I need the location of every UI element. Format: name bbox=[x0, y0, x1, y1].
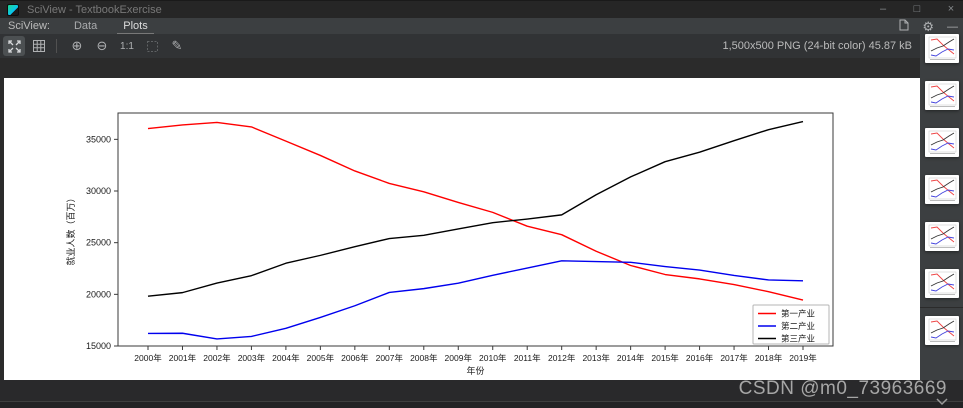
svg-text:2013年: 2013年 bbox=[582, 353, 610, 363]
tab-plots[interactable]: Plots bbox=[117, 19, 155, 35]
svg-text:第三产业: 第三产业 bbox=[781, 334, 815, 344]
svg-text:2019年: 2019年 bbox=[789, 353, 817, 363]
svg-text:2005年: 2005年 bbox=[307, 353, 335, 363]
svg-text:2018年: 2018年 bbox=[755, 353, 783, 363]
title-bar: SciView - TextbookExercise – □ × bbox=[0, 1, 963, 18]
menu-bar: SciView: Data Plots bbox=[0, 18, 963, 35]
svg-text:2017年: 2017年 bbox=[720, 353, 748, 363]
plot-thumbnail-1[interactable] bbox=[924, 34, 959, 63]
line-chart: 15000 20000 25000 30000 35000 2000年 2001年 2002年… bbox=[65, 112, 834, 376]
svg-text:2015年: 2015年 bbox=[651, 353, 679, 363]
minimize-window-icon[interactable]: – bbox=[879, 3, 887, 15]
plot-thumbnail-6[interactable] bbox=[924, 269, 959, 298]
svg-text:2008年: 2008年 bbox=[410, 353, 438, 363]
selection-box-icon[interactable] bbox=[141, 36, 163, 56]
chevron-down-icon[interactable] bbox=[935, 397, 949, 406]
svg-text:2000年: 2000年 bbox=[134, 353, 162, 363]
maximize-window-icon[interactable]: □ bbox=[913, 3, 921, 15]
tab-data[interactable]: Data bbox=[73, 19, 98, 32]
svg-text:2001年: 2001年 bbox=[169, 353, 197, 363]
svg-text:2009年: 2009年 bbox=[445, 353, 473, 363]
grid-view-icon[interactable] bbox=[28, 36, 50, 56]
svg-text:年份: 年份 bbox=[466, 365, 484, 376]
svg-text:第二产业: 第二产业 bbox=[781, 321, 815, 331]
plot-thumbnail-4[interactable] bbox=[924, 175, 959, 204]
watermark-text: CSDN @m0_73963669 bbox=[738, 378, 947, 399]
panel-gap bbox=[0, 58, 920, 78]
plot-image-view: 15000 20000 25000 30000 35000 2000年 2001年 2002年… bbox=[4, 78, 920, 381]
svg-text:15000: 15000 bbox=[86, 341, 111, 351]
svg-text:20000: 20000 bbox=[86, 289, 111, 299]
image-info-text: 1,500x500 PNG (24-bit color) 45.87 kB bbox=[722, 40, 912, 52]
svg-text:2010年: 2010年 bbox=[479, 353, 507, 363]
svg-text:2003年: 2003年 bbox=[238, 353, 266, 363]
svg-text:30000: 30000 bbox=[86, 186, 111, 196]
sciview-menu-label[interactable]: SciView: bbox=[8, 20, 50, 32]
bottom-strip bbox=[0, 380, 963, 408]
zoom-in-icon[interactable]: ⊕ bbox=[71, 38, 83, 53]
eyedropper-icon[interactable]: ✎ bbox=[171, 38, 183, 53]
svg-text:2004年: 2004年 bbox=[272, 353, 300, 363]
hide-panel-icon[interactable]: — bbox=[947, 20, 958, 33]
svg-text:2007年: 2007年 bbox=[376, 353, 404, 363]
gear-settings-icon[interactable]: ⚙ bbox=[922, 18, 934, 34]
actual-size-button[interactable]: 1:1 bbox=[120, 40, 134, 52]
plot-thumbnail-5[interactable] bbox=[924, 222, 959, 251]
close-window-icon[interactable]: × bbox=[947, 3, 955, 15]
thumbnail-separator bbox=[920, 307, 963, 308]
plot-thumbnail-3[interactable] bbox=[924, 128, 959, 157]
zoom-out-icon[interactable]: ⊖ bbox=[96, 38, 108, 53]
toolbar-separator bbox=[56, 39, 57, 53]
plots-thumbnail-sidebar bbox=[920, 34, 963, 402]
svg-text:2014年: 2014年 bbox=[617, 353, 645, 363]
svg-text:2006年: 2006年 bbox=[341, 353, 369, 363]
svg-text:2011年: 2011年 bbox=[514, 353, 541, 363]
svg-text:2016年: 2016年 bbox=[686, 353, 714, 363]
plot-thumbnail-7[interactable] bbox=[924, 316, 959, 345]
svg-text:2012年: 2012年 bbox=[548, 353, 576, 363]
svg-text:35000: 35000 bbox=[86, 134, 111, 144]
plots-toolbar: ⊕ ⊖ 1:1 ✎ 1,500x500 PNG (24-bit color) 4… bbox=[0, 34, 920, 58]
scroll-to-source-icon[interactable] bbox=[899, 19, 909, 34]
window-title: SciView - TextbookExercise bbox=[27, 3, 162, 16]
plot-thumbnail-2[interactable] bbox=[924, 81, 959, 110]
svg-text:25000: 25000 bbox=[86, 238, 111, 248]
fit-to-window-icon[interactable] bbox=[3, 36, 25, 56]
svg-text:就业人数（百万）: 就业人数（百万） bbox=[65, 193, 76, 265]
pycharm-app-icon bbox=[7, 3, 19, 16]
svg-text:2002年: 2002年 bbox=[203, 353, 231, 363]
svg-text:第一产业: 第一产业 bbox=[781, 309, 815, 319]
